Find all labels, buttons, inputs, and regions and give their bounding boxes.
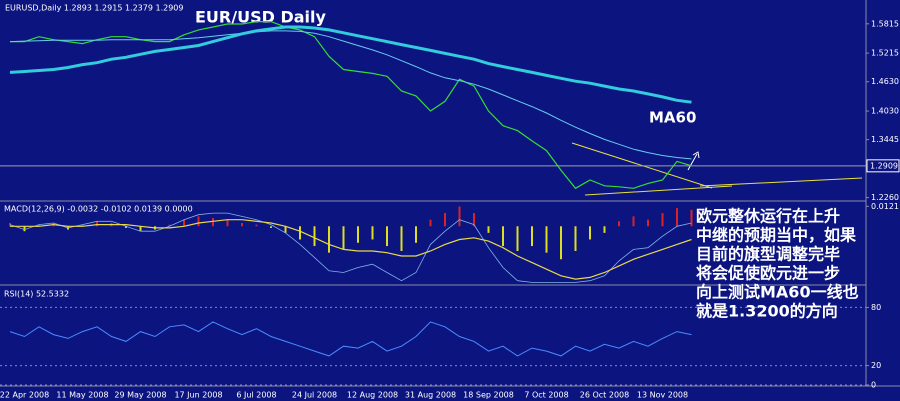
histogram-bar [23, 226, 26, 232]
histogram-bar [212, 218, 214, 227]
histogram-bar [473, 213, 475, 227]
x-tick-label: 22 Apr 2008 [0, 391, 49, 400]
histogram-bar [371, 226, 374, 240]
price-tag [866, 159, 900, 173]
histogram-bar [357, 226, 359, 243]
arrow [687, 151, 700, 171]
trendline [584, 185, 733, 196]
x-tick-label: 24 Jul 2008 [292, 391, 337, 400]
y-tick-label: 1.2260 [871, 193, 899, 202]
histogram-bar [487, 226, 490, 233]
series-line [9, 212, 692, 283]
annotation: MA60 [649, 109, 696, 127]
y-tick-label: 0.0121 [871, 202, 899, 211]
histogram-bar [502, 226, 504, 247]
y-tick-label: 1.5815 [871, 19, 899, 28]
histogram-bar [400, 226, 403, 252]
y-tick-label: 1.5215 [871, 49, 899, 58]
commentary-line: 就是1.3200的方向 [696, 302, 838, 321]
commentary-line: 欧元整休运行在上升 [696, 207, 840, 226]
histogram-bar [690, 209, 693, 227]
histogram-bar [618, 221, 620, 227]
series-line [10, 21, 692, 190]
series-line [9, 30, 692, 160]
histogram-bar [516, 226, 519, 252]
x-tick-label: 31 Aug 2008 [405, 391, 456, 400]
x-tick-label: 17 Jun 2008 [174, 391, 222, 400]
series-line [9, 25, 692, 104]
x-tick-label: 12 Aug 2008 [347, 391, 398, 400]
histogram-bar [96, 221, 98, 227]
series-line [9, 321, 692, 357]
histogram-bar [647, 219, 649, 227]
x-tick-label: 6 Jul 2008 [236, 391, 276, 400]
histogram-bar [255, 224, 258, 227]
y-tick-label: 1.3445 [871, 135, 899, 144]
x-tick-label: 29 May 2008 [114, 391, 166, 400]
histogram-bar [328, 226, 330, 253]
y-tick-label: 1.4030 [871, 107, 899, 116]
histogram-bar [589, 226, 591, 240]
series-line [10, 219, 692, 280]
histogram-bar [226, 219, 229, 227]
histogram-bar [125, 226, 127, 228]
histogram-bar [386, 226, 388, 247]
y-tick-label: 1.4630 [871, 77, 899, 86]
x-tick-label: 26 Oct 2008 [580, 391, 629, 400]
trendline [699, 177, 863, 187]
histogram-bar [429, 219, 432, 227]
y-tick-label: 0 [871, 381, 876, 390]
x-tick-label: 7 Oct 2008 [524, 391, 568, 400]
commentary-line: 将会促使欧元进一步 [696, 264, 840, 283]
x-tick-label: 13 Nov 2008 [637, 391, 688, 400]
x-tick-label: 11 May 2008 [56, 391, 108, 400]
histogram-bar [241, 222, 243, 227]
header: EURUSD,Daily 1.2893 1.2915 1.2379 1.2909 [5, 4, 184, 13]
histogram-bar [458, 206, 461, 227]
histogram-bar [661, 213, 664, 227]
x-tick-label: 18 Sep 2008 [463, 391, 514, 400]
histogram-bar [632, 216, 635, 227]
y-tick-label: 20 [871, 361, 881, 370]
histogram-bar [342, 226, 345, 250]
histogram-bar [270, 226, 272, 228]
histogram-bar [574, 226, 577, 252]
rsi-title: RSI(14) 52.5332 [4, 290, 69, 299]
histogram-bar [284, 226, 287, 233]
histogram-bar [183, 219, 185, 227]
commentary-line: 向上测试MA60一线也 [696, 283, 859, 302]
commentary-line: 中继的预期当中，如果 [696, 226, 856, 245]
histogram-bar [139, 226, 142, 232]
y-tick-label: 80 [871, 303, 881, 312]
histogram-bar [415, 226, 417, 243]
histogram-bar [560, 226, 562, 260]
histogram-bar [197, 216, 200, 227]
commentary-line: 目前的旗型调整完毕 [696, 245, 840, 264]
histogram-bar [299, 226, 301, 240]
histogram-bar [81, 224, 84, 227]
histogram-bar [545, 226, 548, 253]
histogram-bar [313, 226, 316, 247]
price-tag-label: 1.2909 [870, 161, 898, 170]
histogram-bar [531, 226, 533, 247]
chart-title: EUR/USD Daily [195, 8, 327, 27]
histogram-bar [38, 224, 40, 227]
macd-title: MACD(12,26,9) -0.0032 -0.0102 0.0139 0.0… [4, 205, 193, 214]
histogram-bar [676, 208, 678, 227]
histogram-bar [168, 224, 171, 227]
histogram-bar [444, 213, 446, 227]
histogram-bar [603, 226, 606, 233]
